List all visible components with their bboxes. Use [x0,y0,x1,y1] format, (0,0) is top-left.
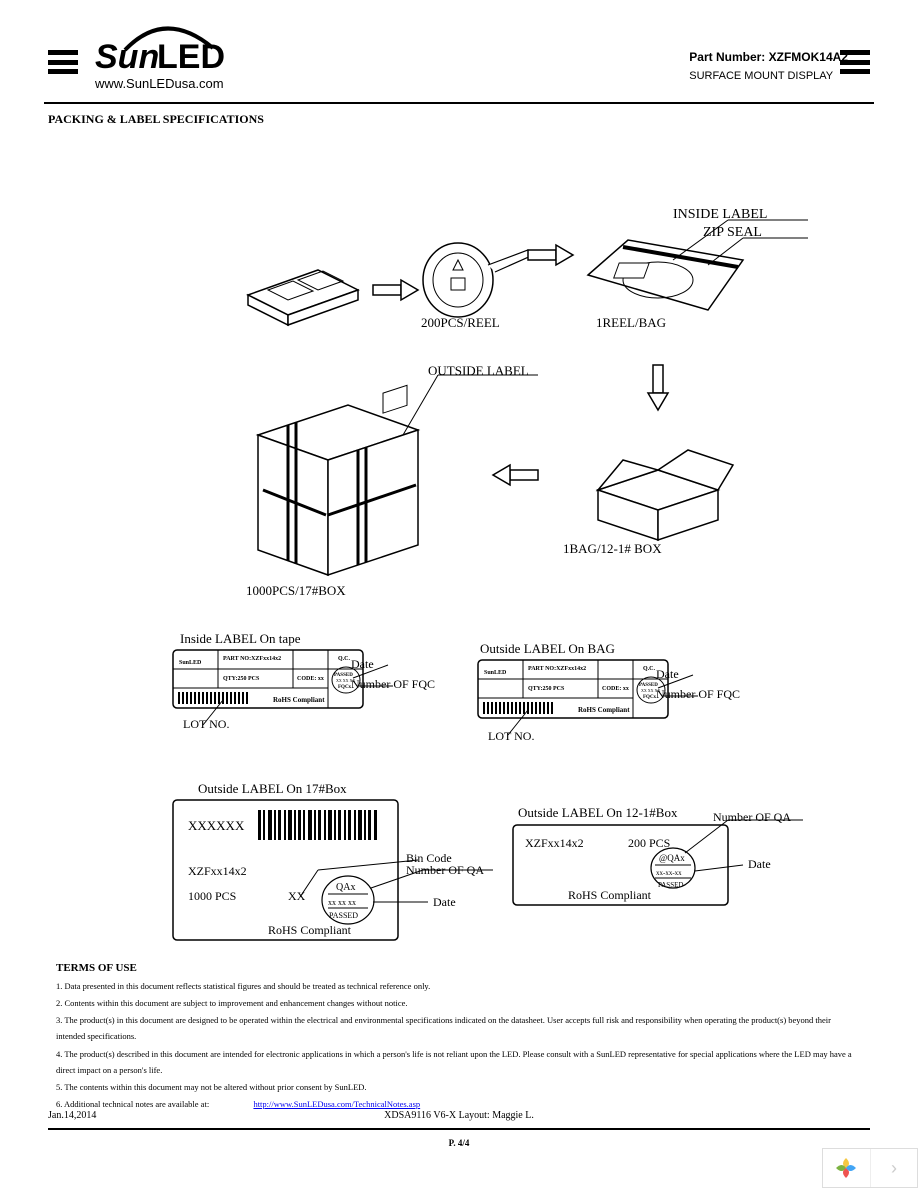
logo: Sun LED www.SunLEDusa.com [95,18,255,91]
svg-text:QTY:250 PCS: QTY:250 PCS [528,686,565,692]
bottom-widget: › [822,1148,918,1188]
box12-qty-label: 1BAG/12-1# BOX [563,541,662,557]
svg-text:FQCx: FQCx [643,695,657,700]
svg-text:QTY:250 PCS: QTY:250 PCS [223,676,260,682]
packing-diagram: SunLED PART NO:XZFxx14x2 QTY:250 PCS COD… [48,145,870,955]
svg-text:@QAx: @QAx [659,853,685,863]
svg-text:XZFxx14x2: XZFxx14x2 [525,836,584,850]
label-bag-title: Outside LABEL On BAG [480,641,615,657]
terms-of-use: TERMS OF USE 1. Data presented in this d… [56,962,862,1113]
svg-text:QAx: QAx [336,882,355,893]
svg-text:200 PCS: 200 PCS [628,836,670,850]
menu-icon-left[interactable] [48,50,78,74]
section-title: PACKING & LABEL SPECIFICATIONS [48,112,264,127]
svg-text:XX: XX [288,889,306,903]
svg-text:Q.C.: Q.C. [643,666,656,672]
tape-date-label: Date [351,657,374,672]
header-meta: Part Number: XZFMOK14A2 SURFACE MOUNT DI… [689,50,848,82]
terms-list: 1. Data presented in this document refle… [56,978,862,1112]
svg-text:Sun: Sun [95,38,159,76]
header-divider [44,102,874,104]
svg-text:xx-xx-xx: xx-xx-xx [656,869,682,877]
technical-notes-link[interactable]: http://www.SunLEDusa.com/TechnicalNotes.… [253,1099,420,1109]
label-12box-title: Outside LABEL On 12-1#Box [518,805,677,821]
footer-date: Jan.14,2014 [48,1110,96,1121]
svg-text:RoHS Compliant: RoHS Compliant [268,923,352,937]
svg-text:FQCx: FQCx [338,685,352,690]
svg-text:LED: LED [157,38,225,76]
tape-lot-label: LOT NO. [183,717,229,732]
footer-doc: XDSA9116 V6-X Layout: Maggie L. [384,1110,534,1121]
terms-item: 1. Data presented in this document refle… [56,978,862,994]
svg-text:Q.C.: Q.C. [338,656,351,662]
widget-arrow-icon[interactable]: › [870,1149,917,1187]
box17-qty-label: 1000PCS/17#BOX [246,583,346,599]
svg-text:XZFxx14x2: XZFxx14x2 [188,864,247,878]
svg-text:xx xx xx: xx xx xx [328,898,356,907]
bag-date-label: Date [656,667,679,682]
box12-qa-label: Number OF QA [713,810,791,825]
footer: Jan.14,2014 XDSA9116 V6-X Layout: Maggie… [48,1110,870,1121]
svg-text:PART NO:XZFxx14x2: PART NO:XZFxx14x2 [223,656,281,662]
label-17box-title: Outside LABEL On 17#Box [198,781,347,797]
svg-text:PASSED: PASSED [329,911,358,920]
logo-url: www.SunLEDusa.com [95,76,255,91]
bag-fqc-label: Number OF FQC [656,687,740,702]
header: Sun LED www.SunLEDusa.com Part Number: X… [0,0,918,108]
svg-text:SunLED: SunLED [179,660,202,666]
terms-item: 2. Contents within this document are sub… [56,995,862,1011]
box12-date-label: Date [748,857,771,872]
tape-fqc-label: Number OF FQC [351,677,435,692]
box17-qa-label: Number OF QA [406,863,484,878]
inside-label-text: INSIDE LABEL [673,207,768,223]
terms-item: 3. The product(s) in this document are d… [56,1012,862,1044]
page-number: P. 4/4 [0,1138,918,1148]
svg-text:RoHS Compliant: RoHS Compliant [578,706,630,714]
svg-text:CODE: xx: CODE: xx [602,686,629,692]
svg-text:RoHS Compliant: RoHS Compliant [273,696,325,704]
terms-item: 4. The product(s) described in this docu… [56,1046,862,1078]
label-tape-title: Inside LABEL On tape [180,631,300,647]
product-subtitle: SURFACE MOUNT DISPLAY [689,70,848,82]
part-number-label: Part Number: [689,50,765,64]
box17-date-label: Date [433,895,456,910]
terms-title: TERMS OF USE [56,962,862,974]
reel-qty-label: 200PCS/REEL [421,315,500,331]
terms-item: 5. The contents within this document may… [56,1079,862,1095]
bag-qty-label: 1REEL/BAG [596,315,666,331]
svg-text:RoHS Compliant: RoHS Compliant [568,888,652,902]
svg-text:1000 PCS: 1000 PCS [188,889,236,903]
bag-lot-label: LOT NO. [488,729,534,744]
svg-text:PART NO:XZFxx14x2: PART NO:XZFxx14x2 [528,666,586,672]
zip-seal-text: ZIP SEAL [703,225,762,241]
part-number-value: XZFMOK14A2 [769,50,848,64]
svg-text:CODE: xx: CODE: xx [297,676,324,682]
svg-text:SunLED: SunLED [484,670,507,676]
footer-divider [48,1128,870,1130]
widget-logo-icon[interactable] [823,1149,870,1187]
svg-text:PASSED: PASSED [658,881,683,889]
outside-label-text: OUTSIDE LABEL [428,363,529,379]
svg-text:XXXXXX: XXXXXX [188,818,245,833]
